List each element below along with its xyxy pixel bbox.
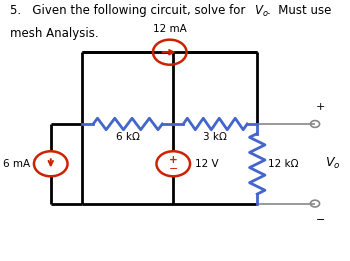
Text: −: − [169, 164, 178, 174]
Text: 12 kΩ: 12 kΩ [268, 159, 298, 169]
Text: 6 mA: 6 mA [3, 159, 30, 169]
Text: 6 kΩ: 6 kΩ [116, 132, 140, 142]
Text: 12 mA: 12 mA [153, 25, 187, 34]
Text: 3 kΩ: 3 kΩ [203, 132, 227, 142]
Text: 5.   Given the following circuit, solve for: 5. Given the following circuit, solve fo… [10, 4, 250, 17]
Text: $V_o$: $V_o$ [325, 156, 340, 171]
Text: +: + [169, 155, 177, 165]
Text: mesh Analysis.: mesh Analysis. [10, 27, 99, 40]
Text: 12 V: 12 V [195, 159, 219, 169]
Text: +: + [316, 102, 325, 112]
Text: $V_o$: $V_o$ [254, 4, 269, 19]
Text: .  Must use: . Must use [267, 4, 332, 17]
Text: −: − [316, 215, 325, 225]
